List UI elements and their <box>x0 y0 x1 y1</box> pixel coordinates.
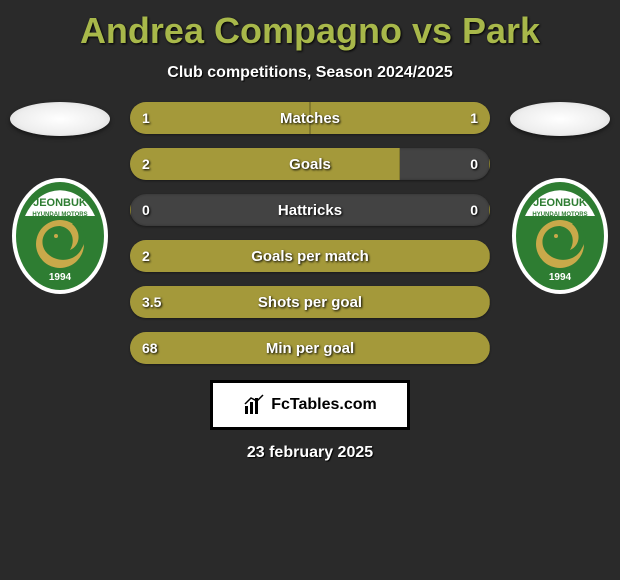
stat-row: 2Goals per match <box>130 240 490 272</box>
bar-label: Min per goal <box>130 332 490 364</box>
stat-row: 3.5Shots per goal <box>130 286 490 318</box>
bar-label: Shots per goal <box>130 286 490 318</box>
badge-text-mid: HYUNDAI MOTORS <box>532 212 587 218</box>
date-line: 23 february 2025 <box>0 444 620 462</box>
subtitle: Club competitions, Season 2024/2025 <box>0 64 620 82</box>
bar-label: Goals per match <box>130 240 490 272</box>
stat-row: 00Hattricks <box>130 194 490 226</box>
club-badge-right: JEONBUK HYUNDAI MOTORS 1994 <box>510 176 610 296</box>
stat-bars: 11Matches 20Goals 00Hattricks 2Goals per ma… <box>130 102 490 378</box>
badge-text-mid: HYUNDAI MOTORS <box>32 212 87 218</box>
brand-text: FcTables.com <box>271 396 377 414</box>
brand-box: FcTables.com <box>210 380 410 430</box>
player-right-avatar <box>510 102 610 136</box>
bar-label: Hattricks <box>130 194 490 226</box>
bar-label: Goals <box>130 148 490 180</box>
comparison-body: JEONBUK HYUNDAI MOTORS 1994 JEONBUK HYUN… <box>0 102 620 372</box>
badge-year: 1994 <box>549 272 572 283</box>
stat-row: 11Matches <box>130 102 490 134</box>
club-badge-left: JEONBUK HYUNDAI MOTORS 1994 <box>10 176 110 296</box>
brand-icon <box>243 394 265 416</box>
badge-text-top: JEONBUK <box>33 197 87 209</box>
page-title: Andrea Compagno vs Park <box>0 0 620 52</box>
badge-text-top: JEONBUK <box>533 197 587 209</box>
player-right-column: JEONBUK HYUNDAI MOTORS 1994 <box>500 102 620 296</box>
player-left-column: JEONBUK HYUNDAI MOTORS 1994 <box>0 102 120 296</box>
bar-label: Matches <box>130 102 490 134</box>
badge-year: 1994 <box>49 272 72 283</box>
stat-row: 20Goals <box>130 148 490 180</box>
player-left-avatar <box>10 102 110 136</box>
stat-row: 68Min per goal <box>130 332 490 364</box>
